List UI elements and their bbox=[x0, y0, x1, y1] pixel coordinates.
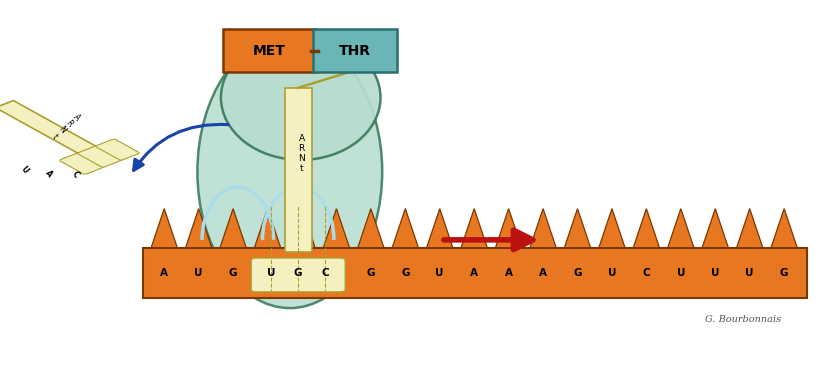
Text: U: U bbox=[711, 268, 720, 278]
Text: U: U bbox=[607, 268, 617, 278]
Polygon shape bbox=[771, 209, 797, 248]
Polygon shape bbox=[427, 209, 453, 248]
Text: G: G bbox=[780, 268, 789, 278]
FancyBboxPatch shape bbox=[143, 248, 807, 298]
Polygon shape bbox=[392, 209, 418, 248]
Text: G. Bourbonnais: G. Bourbonnais bbox=[705, 315, 781, 324]
Text: MET: MET bbox=[252, 44, 286, 58]
FancyArrowPatch shape bbox=[444, 230, 533, 250]
Text: A: A bbox=[160, 268, 168, 278]
Text: G: G bbox=[228, 268, 238, 278]
Polygon shape bbox=[151, 209, 177, 248]
Text: A: A bbox=[470, 268, 478, 278]
Polygon shape bbox=[461, 209, 487, 248]
Polygon shape bbox=[737, 209, 763, 248]
Text: U: U bbox=[676, 268, 685, 278]
Ellipse shape bbox=[197, 35, 382, 308]
Polygon shape bbox=[255, 209, 281, 248]
Text: U: U bbox=[267, 268, 276, 278]
Text: G: G bbox=[294, 268, 302, 278]
Text: U: U bbox=[19, 164, 29, 175]
FancyBboxPatch shape bbox=[223, 29, 315, 72]
Text: A: A bbox=[505, 268, 512, 278]
Text: G: G bbox=[366, 268, 375, 278]
Polygon shape bbox=[186, 209, 212, 248]
Polygon shape bbox=[323, 209, 349, 248]
Text: C: C bbox=[71, 170, 81, 180]
Polygon shape bbox=[564, 209, 591, 248]
Polygon shape bbox=[668, 209, 694, 248]
Text: A
R
N
t: A R N t bbox=[298, 134, 305, 173]
Text: C: C bbox=[321, 268, 329, 278]
FancyBboxPatch shape bbox=[313, 29, 397, 72]
Text: C: C bbox=[298, 268, 306, 278]
Polygon shape bbox=[220, 209, 246, 248]
Text: THR: THR bbox=[339, 44, 371, 58]
Polygon shape bbox=[496, 209, 522, 248]
FancyBboxPatch shape bbox=[0, 101, 97, 154]
FancyBboxPatch shape bbox=[251, 258, 345, 292]
Text: A: A bbox=[539, 268, 547, 278]
Text: C: C bbox=[643, 268, 650, 278]
Polygon shape bbox=[530, 209, 556, 248]
Text: A
R
N
t: A R N t bbox=[49, 112, 82, 141]
FancyBboxPatch shape bbox=[78, 146, 121, 167]
Ellipse shape bbox=[221, 35, 381, 160]
Text: U: U bbox=[435, 268, 444, 278]
Text: A: A bbox=[44, 168, 54, 179]
Polygon shape bbox=[599, 209, 625, 248]
Text: G: G bbox=[401, 268, 410, 278]
Polygon shape bbox=[633, 209, 659, 248]
Text: A: A bbox=[264, 268, 271, 278]
Polygon shape bbox=[702, 209, 728, 248]
FancyBboxPatch shape bbox=[285, 88, 312, 252]
Polygon shape bbox=[358, 209, 384, 248]
FancyArrowPatch shape bbox=[134, 124, 228, 170]
Text: G: G bbox=[573, 268, 582, 278]
FancyBboxPatch shape bbox=[96, 139, 139, 160]
Polygon shape bbox=[289, 209, 315, 248]
FancyBboxPatch shape bbox=[60, 153, 103, 174]
Text: U: U bbox=[194, 268, 203, 278]
Text: G: G bbox=[332, 268, 341, 278]
Text: U: U bbox=[745, 268, 754, 278]
